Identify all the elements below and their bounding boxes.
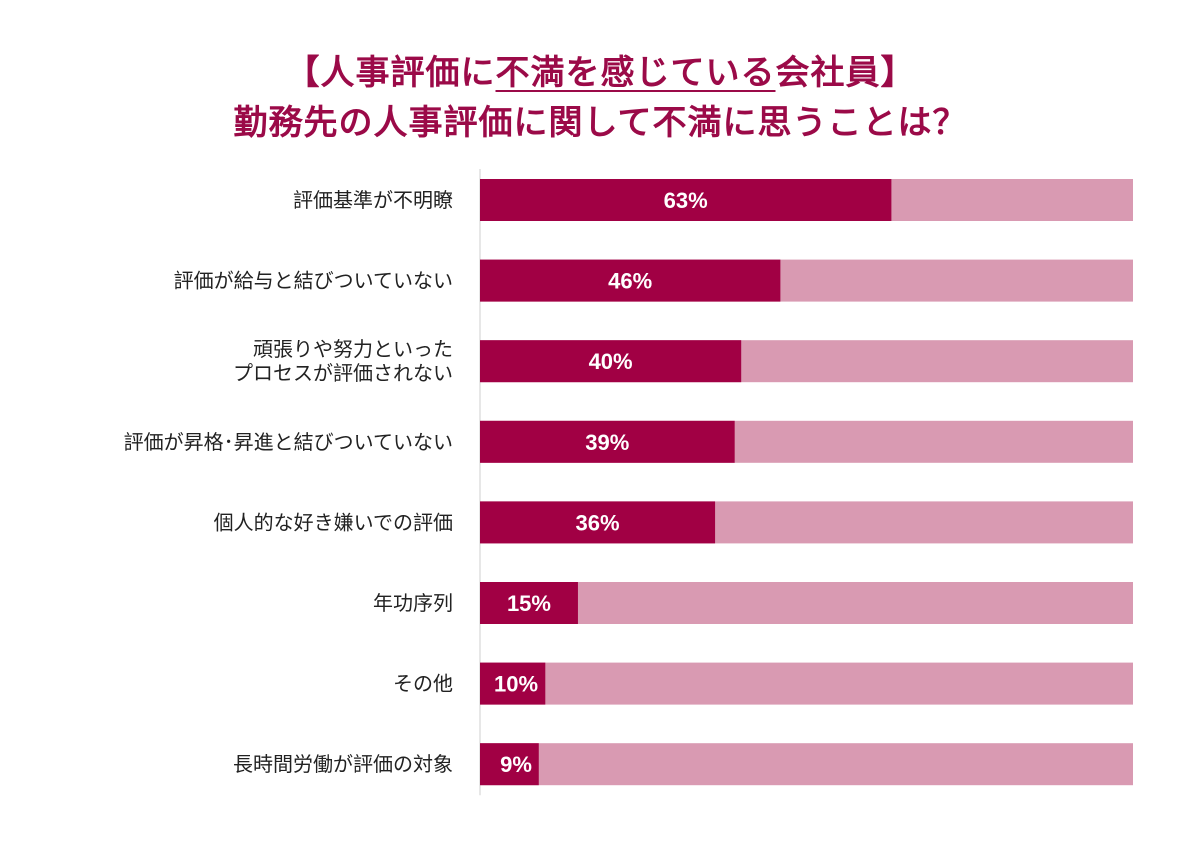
bar	[480, 340, 742, 383]
bar	[480, 662, 546, 705]
data-label: 63%	[664, 188, 708, 213]
bar	[480, 420, 735, 463]
bar	[480, 743, 539, 786]
title-suffix: 会社員】	[775, 53, 916, 93]
bar	[480, 501, 716, 544]
data-label: 36%	[576, 510, 620, 535]
bar	[480, 179, 892, 221]
data-label: 10%	[494, 672, 538, 697]
chart-title-line2: 勤務先の人事評価に関して不満に思うことは？	[233, 103, 968, 143]
category-label: プロセスが評価されない	[233, 361, 453, 385]
category-label: 年功序列	[373, 591, 453, 615]
category-label: その他	[393, 672, 453, 696]
category-label: 評価が給与と結びついていない	[174, 269, 453, 293]
data-label: 46%	[608, 269, 652, 294]
bar	[480, 259, 781, 302]
category-label: 長時間労働が評価の対象	[233, 752, 453, 776]
category-label: 個人的な好き嫌いでの評価	[214, 510, 453, 534]
bar	[480, 582, 578, 624]
bar-track	[480, 743, 1133, 786]
category-label: 評価が昇格･昇進と結びついていない	[124, 430, 453, 454]
title-underlined: 不満を感じている	[495, 53, 776, 93]
chart-title-line1: 【人事評価に不満を感じている会社員】	[0, 50, 1201, 96]
data-label: 39%	[585, 430, 629, 455]
data-label: 9%	[500, 752, 532, 777]
category-label: 頑張りや努力といった	[253, 337, 453, 361]
category-label: 評価基準が不明瞭	[293, 188, 453, 212]
title-prefix: 【人事評価に	[285, 53, 496, 93]
bar-track	[480, 582, 1133, 624]
data-label: 40%	[589, 349, 633, 374]
data-label: 15%	[507, 591, 551, 616]
bar-track	[480, 662, 1133, 705]
